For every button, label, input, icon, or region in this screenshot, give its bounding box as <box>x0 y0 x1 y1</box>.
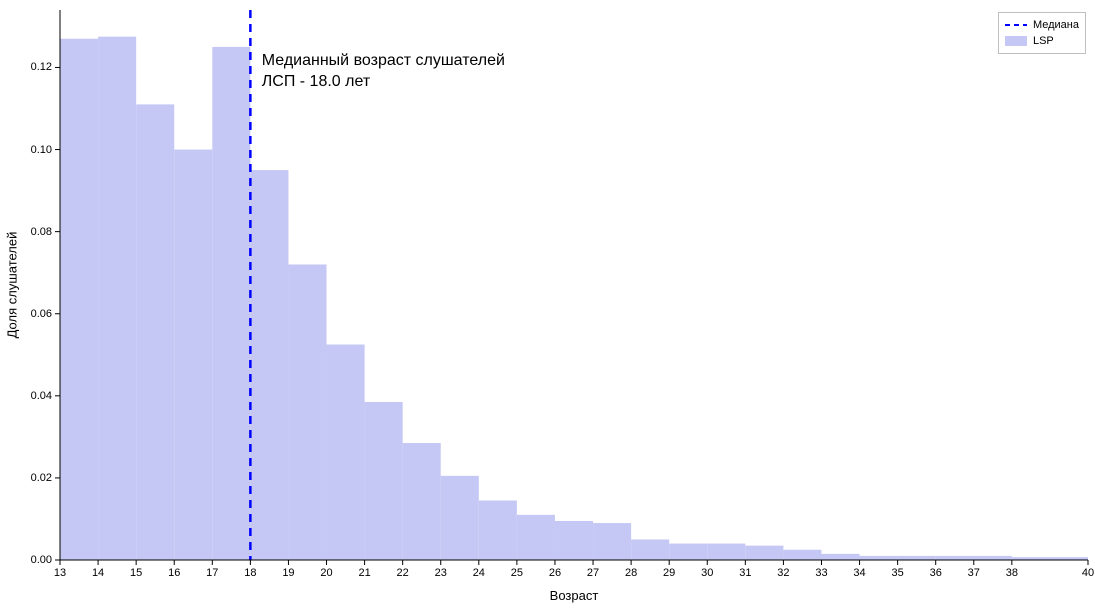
histogram-bar <box>631 539 669 560</box>
x-tick-label: 24 <box>473 567 485 579</box>
y-tick-label: 0.04 <box>31 390 52 402</box>
x-tick-label: 34 <box>853 567 865 579</box>
x-tick-label: 40 <box>1082 567 1094 579</box>
y-tick-label: 0.08 <box>31 226 52 238</box>
x-tick-label: 28 <box>625 567 637 579</box>
histogram-bar <box>212 47 250 560</box>
histogram-bar <box>441 476 479 560</box>
x-tick-label: 13 <box>54 567 66 579</box>
histogram-bar <box>60 39 98 560</box>
histogram-bar <box>365 402 403 560</box>
histogram-bar <box>593 523 631 560</box>
x-tick-label: 31 <box>739 567 751 579</box>
x-tick-label: 38 <box>1006 567 1018 579</box>
x-tick-label: 36 <box>930 567 942 579</box>
x-tick-label: 21 <box>358 567 370 579</box>
histogram-bar <box>174 150 212 560</box>
histogram-bar <box>479 500 517 560</box>
x-tick-label: 27 <box>587 567 599 579</box>
y-tick-label: 0.00 <box>31 554 52 566</box>
legend-item: Медиана <box>1005 17 1079 33</box>
legend-label: Медиана <box>1033 19 1079 31</box>
histogram-bar <box>403 443 441 560</box>
histogram-bar <box>745 546 783 560</box>
legend-line-icon <box>1005 20 1027 30</box>
histogram-bar <box>250 170 288 560</box>
x-tick-label: 17 <box>206 567 218 579</box>
histogram-bar <box>327 345 365 560</box>
histogram-bar <box>98 37 136 560</box>
histogram-bar <box>288 264 326 560</box>
y-axis-label: Доля слушателей <box>5 232 20 339</box>
x-tick-label: 35 <box>892 567 904 579</box>
histogram-bar <box>860 556 898 560</box>
x-tick-label: 16 <box>168 567 180 579</box>
x-tick-label: 25 <box>511 567 523 579</box>
chart-svg <box>0 0 1095 609</box>
histogram-bar <box>669 544 707 560</box>
histogram-chart: Доля слушателей Возраст Медианный возрас… <box>0 0 1095 609</box>
y-tick-label: 0.06 <box>31 308 52 320</box>
x-tick-label: 33 <box>815 567 827 579</box>
histogram-bar <box>821 554 859 560</box>
median-annotation: Медианный возраст слушателей ЛСП - 18.0 … <box>262 51 505 93</box>
histogram-bar <box>517 515 555 560</box>
x-axis-label: Возраст <box>550 588 599 603</box>
x-tick-label: 32 <box>777 567 789 579</box>
x-tick-label: 29 <box>663 567 675 579</box>
histogram-bar <box>136 104 174 560</box>
x-tick-label: 18 <box>244 567 256 579</box>
x-tick-label: 19 <box>282 567 294 579</box>
legend-label: LSP <box>1033 35 1054 47</box>
y-tick-label: 0.10 <box>31 144 52 156</box>
histogram-bar <box>555 521 593 560</box>
y-tick-label: 0.02 <box>31 472 52 484</box>
histogram-bar <box>707 544 745 560</box>
histogram-bar <box>898 556 936 560</box>
x-tick-label: 15 <box>130 567 142 579</box>
legend: Медиана LSP <box>998 12 1086 54</box>
x-tick-label: 20 <box>320 567 332 579</box>
x-tick-label: 37 <box>968 567 980 579</box>
x-tick-label: 14 <box>92 567 104 579</box>
legend-item: LSP <box>1005 33 1079 49</box>
histogram-bar <box>783 550 821 560</box>
y-tick-label: 0.12 <box>31 61 52 73</box>
x-tick-label: 26 <box>549 567 561 579</box>
legend-patch-icon <box>1005 36 1027 46</box>
x-tick-label: 23 <box>435 567 447 579</box>
histogram-bar <box>936 556 1012 560</box>
x-tick-label: 30 <box>701 567 713 579</box>
x-tick-label: 22 <box>397 567 409 579</box>
